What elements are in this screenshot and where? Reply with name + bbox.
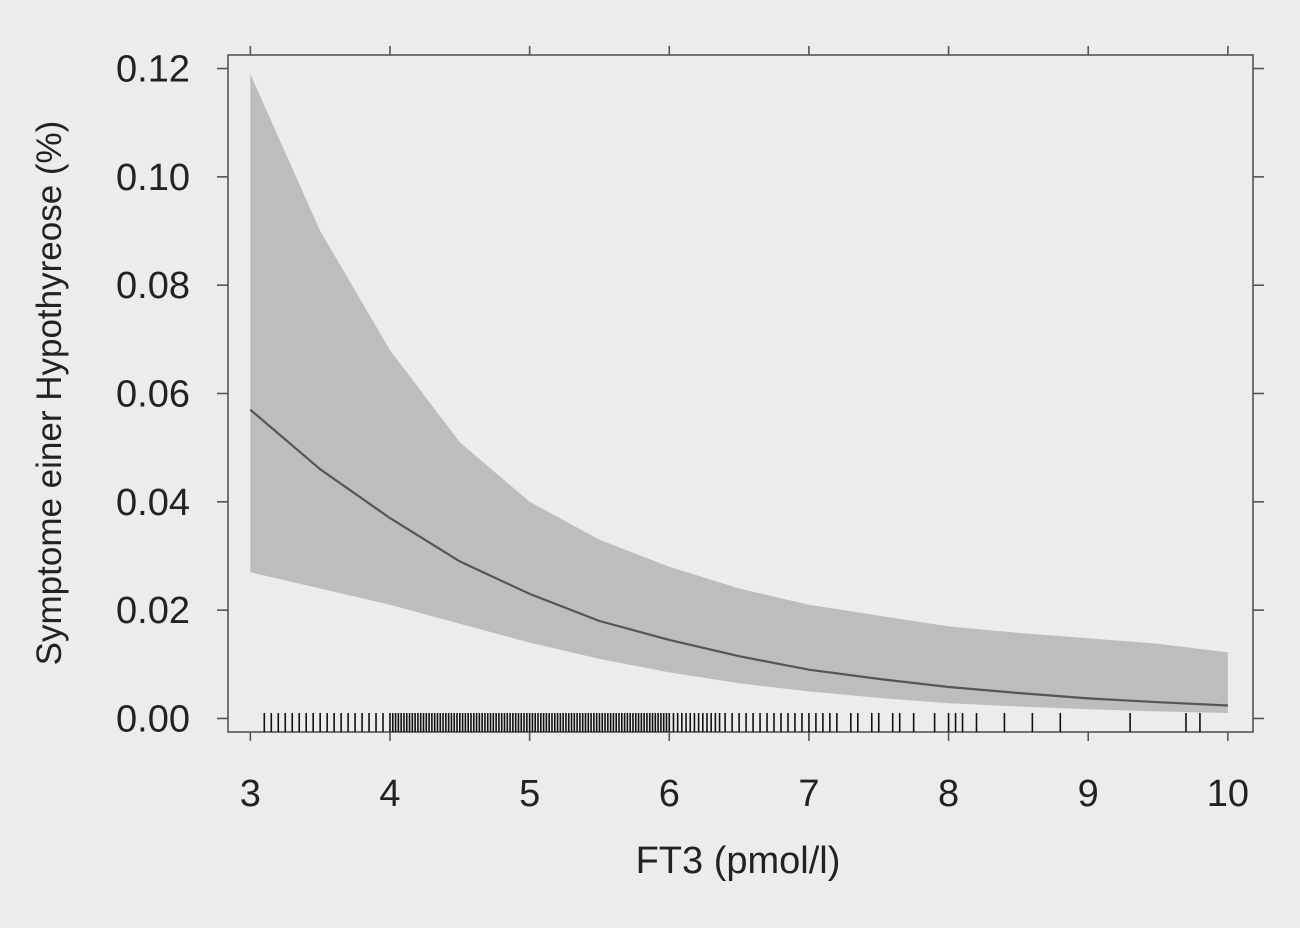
confidence-band-layer — [250, 74, 1228, 713]
rug-layer — [263, 713, 1201, 732]
confidence-band — [250, 74, 1228, 713]
x-tick-label: 6 — [659, 773, 680, 815]
x-tick-label: 10 — [1207, 773, 1249, 815]
y-tick-label: 0.02 — [116, 590, 190, 632]
y-tick-label: 0.12 — [116, 49, 190, 91]
y-tick-label: 0.08 — [116, 265, 190, 307]
fitted-line-0 — [249, 408, 1228, 707]
x-tick-label: 7 — [798, 773, 819, 815]
x-axis-label: FT3 (pmol/l) — [636, 840, 841, 882]
y-axis-label: Symptome einer Hypothyreose (%) — [30, 121, 69, 666]
x-tick-label: 8 — [938, 773, 959, 815]
y-tick-label: 0.00 — [116, 698, 190, 740]
y-tick-label: 0.06 — [116, 374, 190, 416]
fitted-line-layer — [249, 408, 1228, 707]
y-tick-label: 0.10 — [116, 157, 190, 199]
x-axis: 3 4 5 6 7 8 9 10 — [240, 46, 1249, 815]
x-tick-label: 5 — [519, 773, 540, 815]
y-axis: 0.00 0.02 0.04 0.06 0.08 0.10 0.12 — [116, 49, 1264, 740]
y-tick-label: 0.04 — [116, 482, 190, 524]
x-tick-label: 4 — [379, 773, 400, 815]
x-tick-label: 3 — [240, 773, 261, 815]
x-tick-label: 9 — [1078, 773, 1099, 815]
